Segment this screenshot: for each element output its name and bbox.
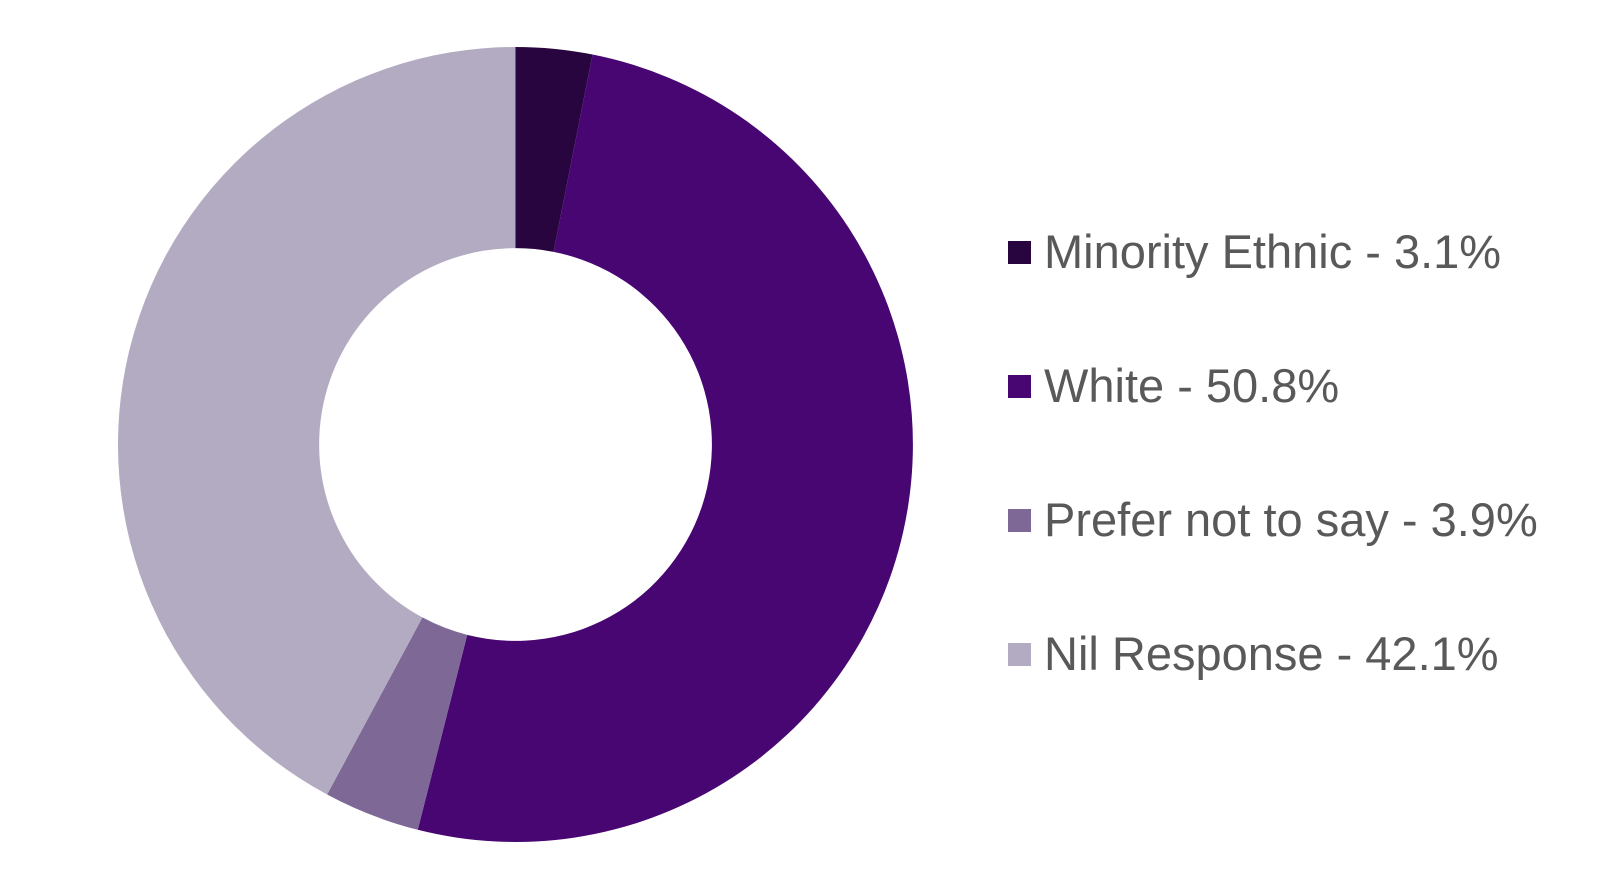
legend-item-label: White - 50.8%	[1044, 359, 1340, 412]
donut-plot	[118, 47, 913, 842]
donut-slice-white	[417, 54, 913, 842]
legend-swatch-icon	[1008, 240, 1031, 264]
donut-slice-minority-ethnic	[515, 47, 593, 252]
legend-item-white: White - 50.8%	[1008, 359, 1538, 413]
legend-item-minority-ethnic: Minority Ethnic - 3.1%	[1008, 225, 1538, 279]
legend-swatch-icon	[1008, 642, 1031, 666]
legend-item-label: Prefer not to say - 3.9%	[1044, 493, 1538, 546]
legend-swatch-icon	[1008, 508, 1031, 532]
donut-slice-nil-response	[118, 47, 516, 795]
legend-item-label: Nil Response - 42.1%	[1044, 627, 1499, 680]
legend-item-label: Minority Ethnic - 3.1%	[1044, 225, 1502, 278]
chart-legend: Minority Ethnic - 3.1% White - 50.8% Pre…	[1008, 225, 1538, 681]
donut-slice-prefer-not-to-say	[327, 617, 468, 830]
legend-item-prefer-not-to-say: Prefer not to say - 3.9%	[1008, 493, 1538, 547]
legend-swatch-icon	[1008, 374, 1031, 398]
legend-item-nil-response: Nil Response - 42.1%	[1008, 627, 1538, 681]
donut-chart	[118, 47, 913, 842]
